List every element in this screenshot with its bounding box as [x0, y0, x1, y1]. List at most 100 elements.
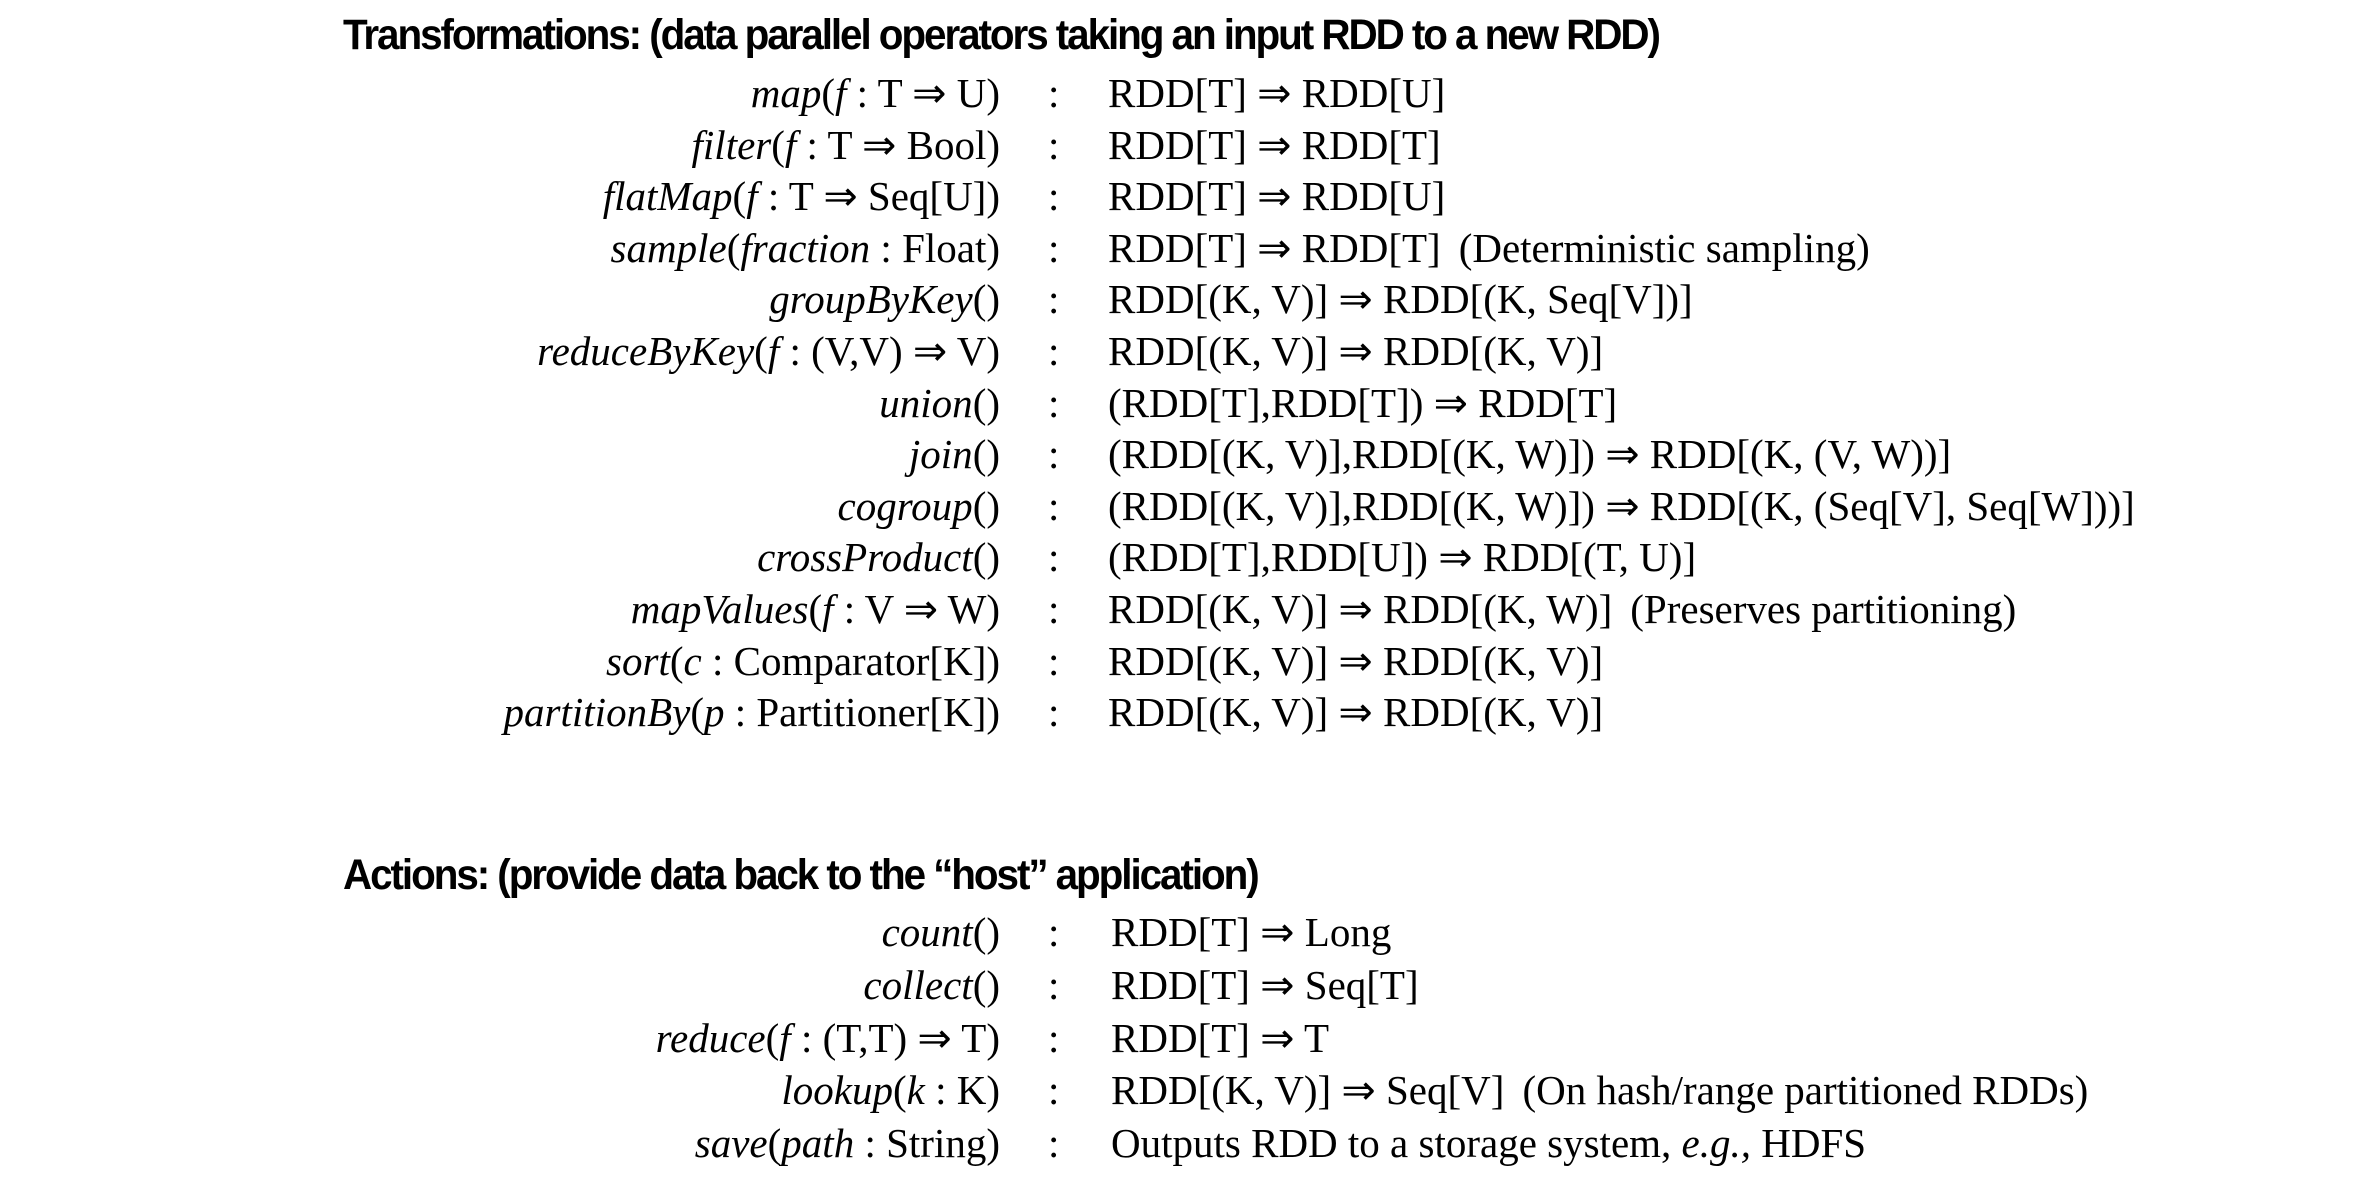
operator-name: sample [610, 224, 727, 271]
operator-argument: f [746, 173, 758, 220]
result-type: RDD[(K, V)] ⇒ Seq[V] [1111, 1067, 1505, 1114]
separator-colon: : [1048, 534, 1060, 581]
separator-colon: : [1048, 379, 1060, 426]
operator-paren: ( [765, 1014, 780, 1061]
operator-name: count [881, 909, 973, 955]
result-type: (RDD[T],RDD[T]) ⇒ RDD[T] [1108, 379, 1618, 426]
operator-argument-type: : Float) [870, 224, 1000, 271]
operator-name: crossProduct [757, 534, 973, 581]
operator-signature: cogroup() [838, 481, 1000, 533]
separator-colon: : [1048, 585, 1060, 632]
result-type: RDD[T] ⇒ RDD[T] [1108, 121, 1441, 168]
operator-signature: collect() [863, 959, 1000, 1012]
operator-argument: p [703, 689, 725, 736]
operator-result: Outputs RDD to a storage system, e.g., H… [1111, 1117, 1866, 1170]
operator-paren: ( [821, 70, 836, 116]
operator-name: map [750, 70, 822, 116]
result-type: RDD[(K, V)] ⇒ RDD[(K, V)] [1108, 637, 1604, 684]
actions-row: lookup(k : K): RDD[(K, V)] ⇒ Seq[V] (On ha… [0, 1064, 2370, 1117]
operator-signature: join() [909, 429, 1000, 481]
operator-result: RDD[(K, V)] ⇒ Seq[V] (On hash/range parti… [1111, 1064, 2088, 1117]
result-type: Outputs RDD to a storage system, [1111, 1120, 1682, 1167]
operator-argument-type: : String) [854, 1120, 1000, 1167]
operator-paren: ( [892, 1067, 907, 1114]
separator-colon: : [1048, 431, 1060, 478]
operator-result: (RDD[T],RDD[U]) ⇒ RDD[(T, U)] [1108, 532, 1696, 584]
operator-result: RDD[T] ⇒ RDD[U] [1108, 171, 1445, 223]
result-type: RDD[T] ⇒ RDD[U] [1108, 70, 1446, 116]
operator-name: reduce [655, 1014, 766, 1061]
operator-signature: union() [879, 378, 1000, 430]
result-type: RDD[(K, V)] ⇒ RDD[(K, V)] [1108, 327, 1604, 374]
operator-argument-type: : Partitioner[K]) [724, 689, 1000, 736]
operator-result: RDD[(K, V)] ⇒ RDD[(K, V)] [1108, 326, 1603, 378]
operator-name: cogroup [837, 482, 973, 529]
transformations-row: flatMap(f : T ⇒ Seq[U]): RDD[T] ⇒ RDD[U] [0, 171, 2370, 223]
actions-row: count(): RDD[T] ⇒ Long [0, 906, 2370, 959]
operator-signature: partitionBy(p : Partitioner[K]) [504, 687, 1000, 739]
operator-paren: () [972, 534, 1000, 581]
transformations-row: sort(c : Comparator[K]): RDD[(K, V)] ⇒ RD… [0, 636, 2370, 688]
transformations-row: map(f : T ⇒ U): RDD[T] ⇒ RDD[U] [0, 68, 2370, 120]
operator-paren: ( [732, 173, 747, 220]
operator-signature: count() [882, 906, 1000, 959]
transformations-heading: Transformations: (data parallel operator… [343, 11, 1661, 59]
operator-argument-type: : T ⇒ U) [846, 70, 1000, 116]
separator-colon: : [1048, 276, 1060, 323]
transformations-row: mapValues(f : V ⇒ W): RDD[(K, V)] ⇒ RDD[(… [0, 584, 2370, 636]
operator-signature: sample(fraction : Float) [611, 223, 1000, 275]
operator-name: reduceByKey [537, 327, 755, 374]
operator-signature: reduce(f : (T,T) ⇒ T) [656, 1012, 1000, 1065]
transformations-table: map(f : T ⇒ U): RDD[T] ⇒ RDD[U] filter(f :… [0, 68, 2370, 739]
operator-paren: ( [669, 637, 684, 684]
operator-paren: () [972, 431, 1000, 478]
operator-name: sort [606, 637, 670, 684]
separator-colon: : [1048, 173, 1060, 220]
operator-argument: f [779, 1014, 791, 1061]
operator-result: RDD[T] ⇒ RDD[T] [1108, 120, 1441, 172]
operator-paren: ( [767, 1120, 782, 1167]
result-type: (RDD[(K, V)],RDD[(K, W)]) ⇒ RDD[(K, (Seq… [1108, 482, 2135, 529]
separator-colon: : [1048, 121, 1060, 168]
operator-argument-type: : (T,T) ⇒ T) [790, 1014, 1000, 1061]
result-type: RDD[T] ⇒ T [1111, 1014, 1330, 1061]
transformations-row: partitionBy(p : Partitioner[K]): RDD[(K, … [0, 687, 2370, 739]
operator-signature: lookup(k : K) [781, 1064, 1000, 1117]
transformations-row: filter(f : T ⇒ Bool): RDD[T] ⇒ RDD[T] [0, 120, 2370, 172]
separator-colon: : [1048, 70, 1060, 116]
operator-paren: () [972, 961, 1000, 1008]
operator-paren: () [972, 909, 1000, 955]
operator-argument: path [781, 1120, 855, 1167]
transformations-row: reduceByKey(f : (V,V) ⇒ V): RDD[(K, V)] ⇒… [0, 326, 2370, 378]
operator-name: union [879, 379, 973, 426]
operator-argument: f [835, 70, 847, 116]
operator-result: (RDD[T],RDD[T]) ⇒ RDD[T] [1108, 378, 1617, 430]
operator-result: (RDD[(K, V)],RDD[(K, W)]) ⇒ RDD[(K, (Seq… [1108, 481, 2135, 533]
operator-paren: () [972, 276, 1000, 323]
result-type: RDD[T] ⇒ RDD[U] [1108, 173, 1446, 220]
operator-argument: f [822, 585, 834, 632]
operator-signature: map(f : T ⇒ U) [751, 68, 1000, 120]
actions-row: reduce(f : (T,T) ⇒ T): RDD[T] ⇒ T [0, 1012, 2370, 1065]
operator-result: RDD[(K, V)] ⇒ RDD[(K, V)] [1108, 687, 1603, 739]
operator-name: mapValues [630, 585, 809, 632]
operator-signature: flatMap(f : T ⇒ Seq[U]) [603, 171, 1000, 223]
result-type: RDD[(K, V)] ⇒ RDD[(K, V)] [1108, 689, 1604, 736]
result-tail: HDFS [1751, 1120, 1867, 1167]
operator-argument-type: : T ⇒ Seq[U]) [757, 173, 1000, 220]
operator-argument-type: : V ⇒ W) [833, 585, 1000, 632]
result-type: RDD[T] ⇒ Long [1111, 909, 1392, 955]
operator-argument: c [683, 637, 702, 684]
result-note: (On hash/range partitioned RDDs) [1522, 1067, 2089, 1114]
separator-colon: : [1048, 1067, 1060, 1114]
separator-colon: : [1048, 909, 1060, 955]
separator-colon: : [1048, 689, 1060, 736]
operator-result: RDD[T] ⇒ Long [1111, 906, 1391, 959]
operator-argument-type: : Comparator[K]) [701, 637, 1000, 684]
actions-row: save(path : String): Outputs RDD to a sto… [0, 1117, 2370, 1170]
transformations-row: crossProduct(): (RDD[T],RDD[U]) ⇒ RDD[(T,… [0, 532, 2370, 584]
operator-argument: fraction [740, 224, 871, 271]
operator-paren: ( [726, 224, 741, 271]
operator-signature: sort(c : Comparator[K]) [606, 636, 1000, 688]
operator-paren: () [972, 482, 1000, 529]
